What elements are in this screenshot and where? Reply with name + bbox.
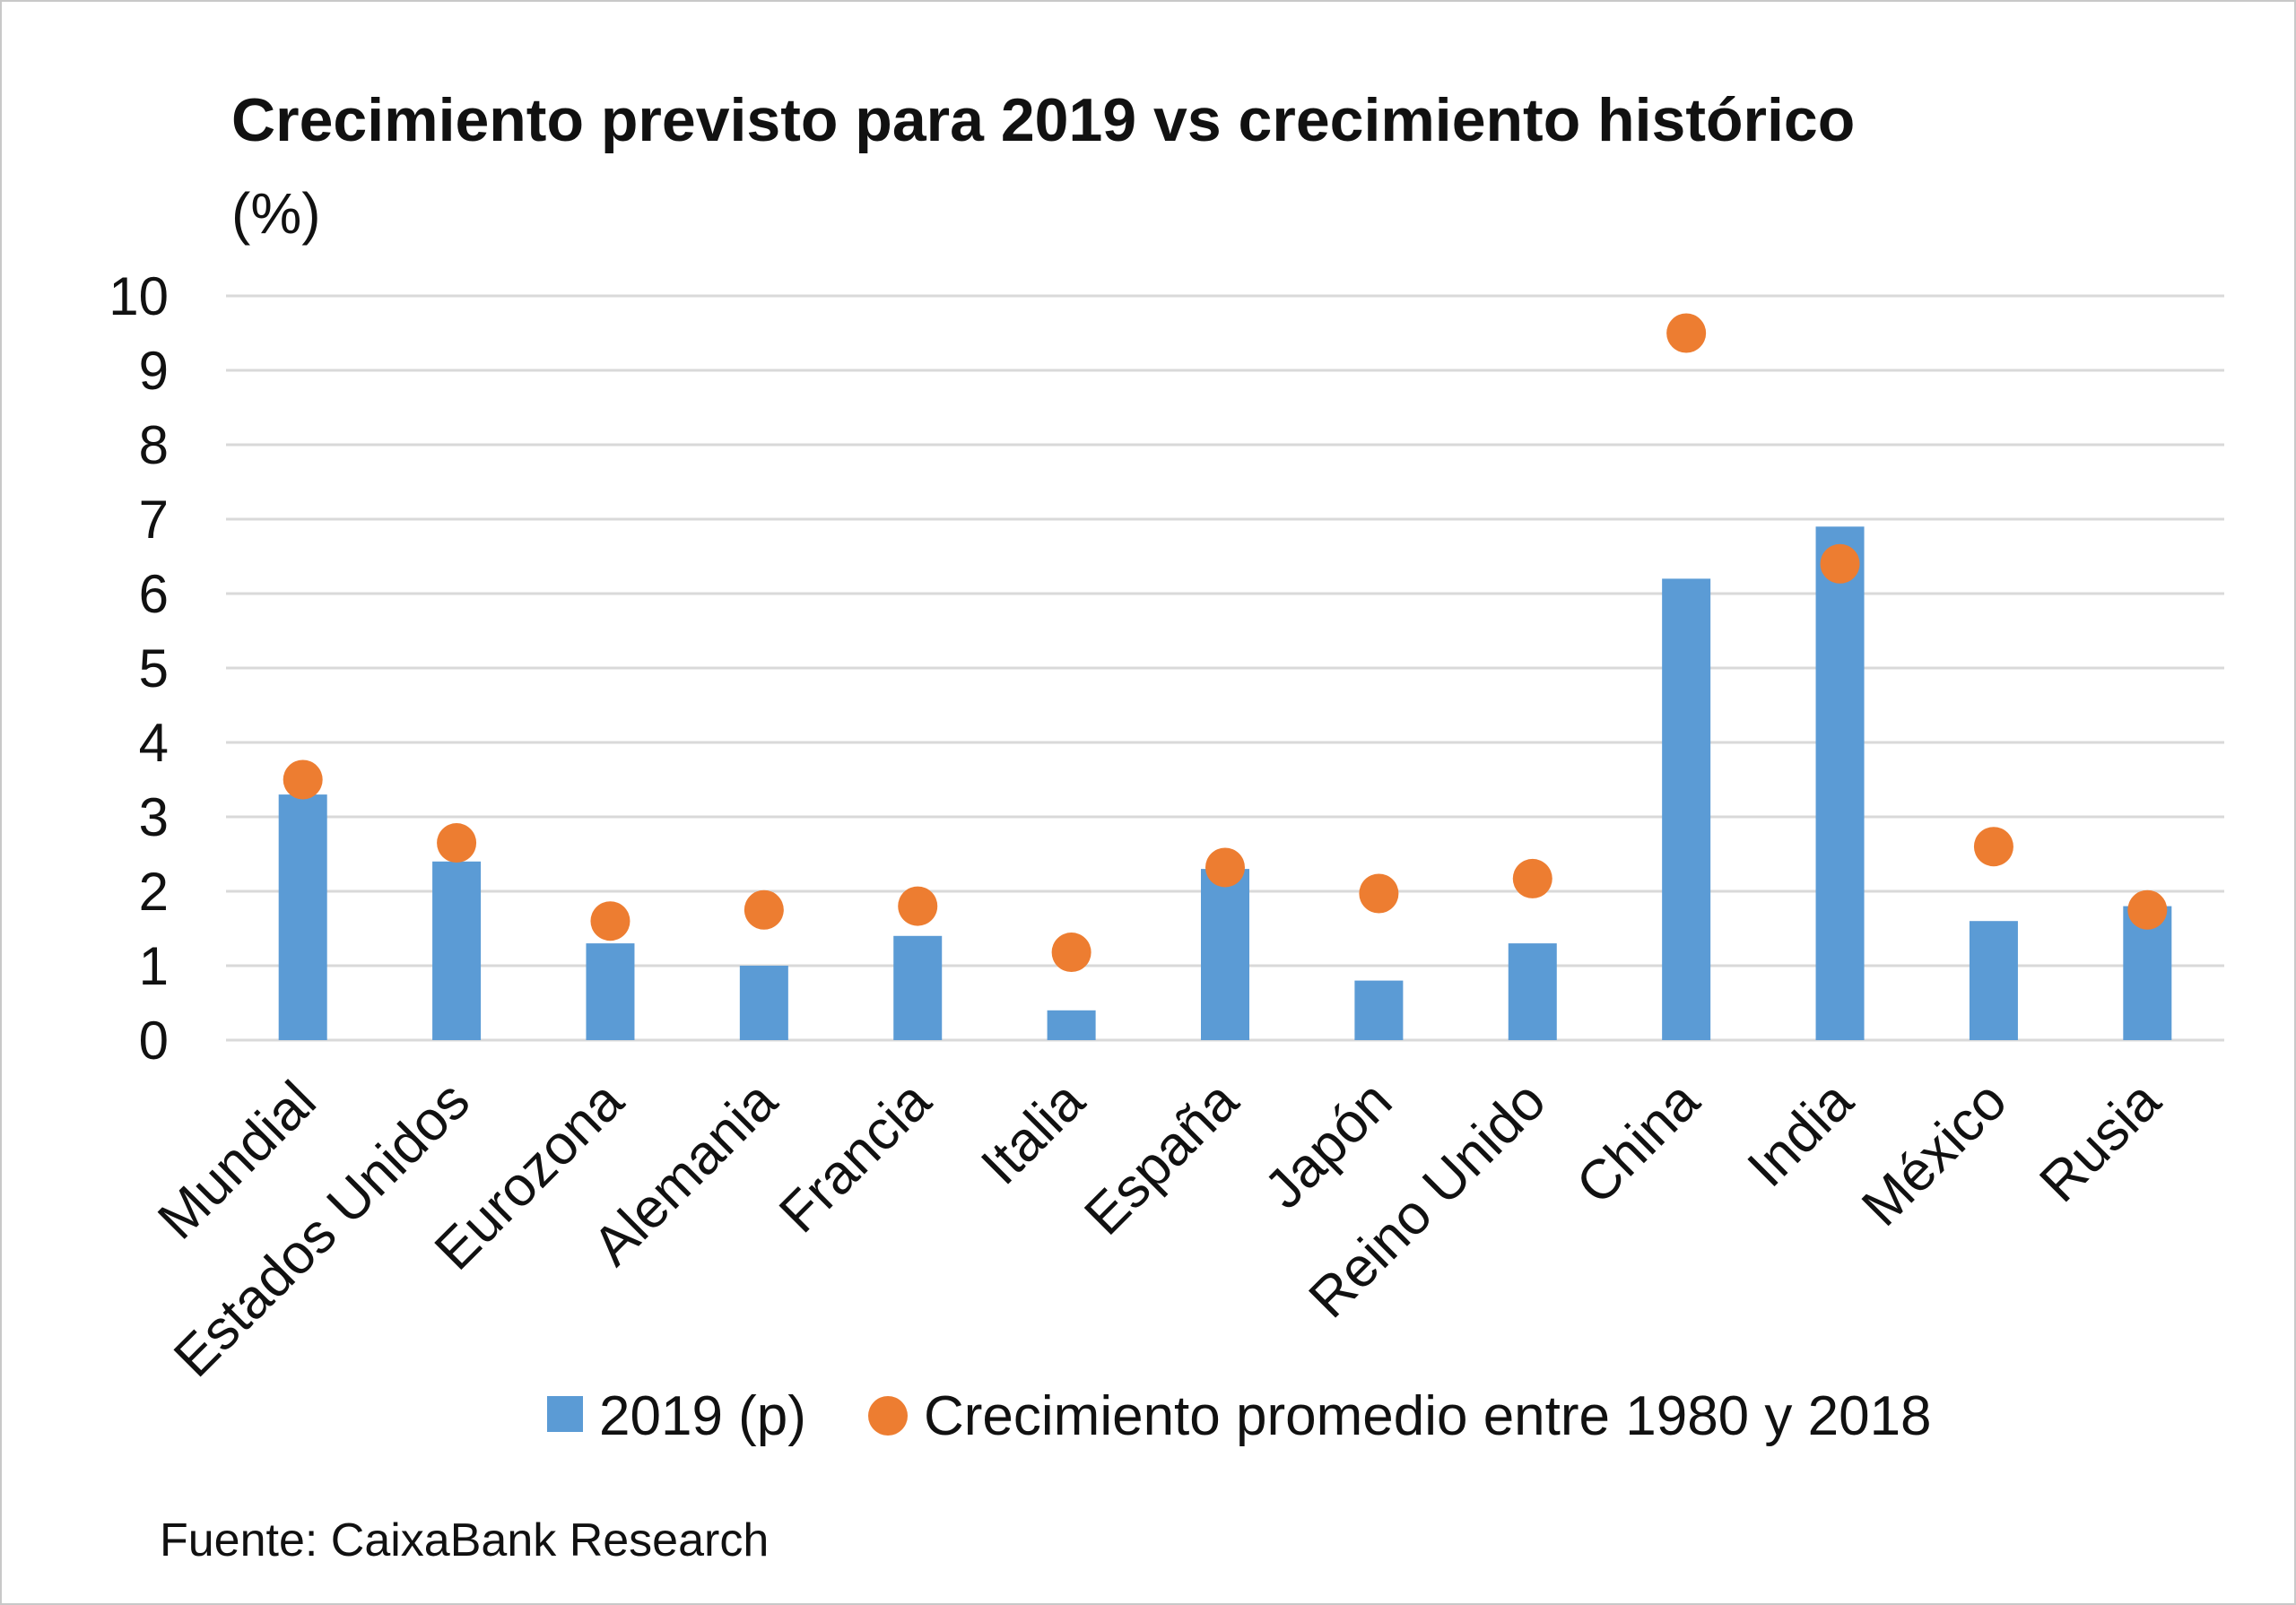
y-tick-label: 1 <box>139 936 169 996</box>
legend-point-label: Crecimiento promedio entre 1980 y 2018 <box>924 1385 1932 1447</box>
y-tick-label: 3 <box>139 787 169 847</box>
point <box>2127 889 2168 930</box>
gridlines <box>226 294 2224 1042</box>
legend: 2019 (p) Crecimiento promedio entre 1980… <box>547 1385 1932 1447</box>
y-tick-label: 7 <box>139 490 169 550</box>
legend-bar-swatch <box>547 1396 583 1432</box>
point <box>283 759 323 800</box>
source-note: Fuente: CaixaBank Research <box>160 1514 769 1566</box>
point <box>1359 873 1399 914</box>
x-category-label: China <box>1565 1070 1712 1217</box>
y-tick-label: 10 <box>109 266 169 326</box>
bar <box>586 943 635 1040</box>
x-category-label: Italia <box>970 1070 1097 1197</box>
x-category-label: España <box>1073 1070 1250 1247</box>
point <box>1205 847 1245 888</box>
bar <box>1969 921 2018 1040</box>
bar <box>1815 526 1865 1040</box>
legend-bar-label: 2019 (p) <box>599 1385 806 1447</box>
y-tick-label: 9 <box>139 341 169 401</box>
bar <box>432 861 482 1040</box>
y-tick-label: 0 <box>139 1011 169 1071</box>
bar <box>739 966 788 1040</box>
bar <box>1201 869 1249 1040</box>
point <box>1666 313 1707 353</box>
x-category-label: India <box>1736 1070 1866 1199</box>
x-category-label: Japón <box>1253 1070 1404 1220</box>
chart-subtitle: (%) <box>231 181 321 246</box>
x-category-label: Francia <box>768 1070 943 1245</box>
point <box>1820 543 1860 584</box>
x-category-label: México <box>1850 1070 2019 1238</box>
y-tick-label: 8 <box>139 415 169 475</box>
point <box>590 901 631 941</box>
y-axis-ticks: 0 1 2 3 4 5 6 7 8 9 10 <box>109 266 169 1071</box>
y-tick-label: 2 <box>139 862 169 922</box>
bar <box>893 935 943 1040</box>
point <box>898 886 938 926</box>
point <box>744 889 784 930</box>
bar <box>1047 1010 1096 1040</box>
y-tick-label: 4 <box>139 713 169 773</box>
bar <box>278 794 327 1040</box>
y-tick-label: 5 <box>139 638 169 698</box>
x-category-label: Rusia <box>2028 1070 2172 1214</box>
point <box>1512 858 1552 898</box>
bar <box>1662 578 1711 1040</box>
y-tick-label: 6 <box>139 564 169 624</box>
chart-title: Crecimiento previsto para 2019 vs crecim… <box>231 86 1855 154</box>
point-series <box>283 313 2168 973</box>
bar-series <box>278 526 2172 1040</box>
bar <box>1354 980 1404 1040</box>
legend-point-swatch <box>868 1396 908 1436</box>
bar <box>1508 943 1557 1040</box>
point <box>1973 827 2013 867</box>
point <box>437 823 477 863</box>
point <box>1051 933 1091 973</box>
